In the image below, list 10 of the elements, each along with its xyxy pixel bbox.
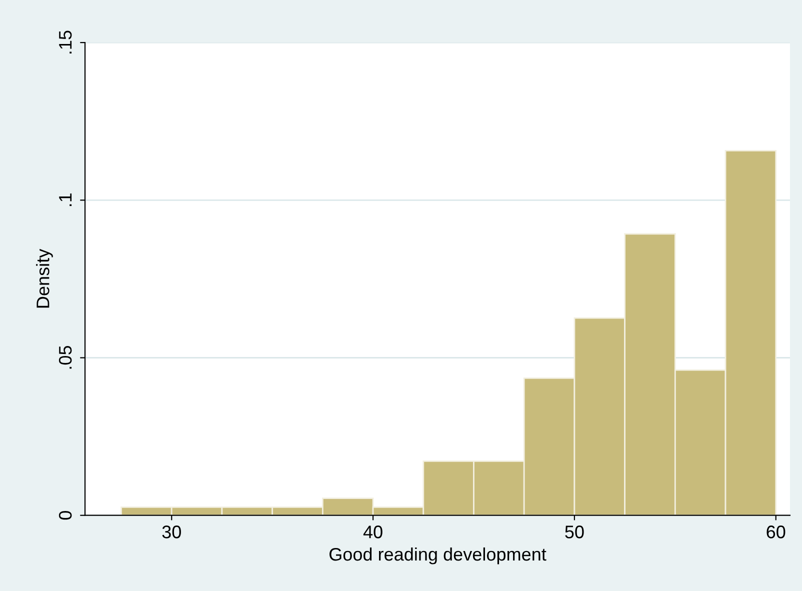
x-tick-label: 40: [363, 526, 382, 538]
x-tick-label: 60: [766, 526, 786, 538]
x-tick-label: 50: [565, 526, 584, 538]
y-tick-label: .05: [58, 346, 72, 369]
y-axis-title: Density: [36, 248, 53, 308]
y-tick-label: .1: [59, 194, 72, 206]
x-axis-title: Good reading development: [330, 547, 546, 564]
y-tick-label: .15: [59, 30, 72, 54]
y-tick-label: 0: [58, 511, 72, 520]
x-tick-label: 30: [162, 526, 181, 538]
